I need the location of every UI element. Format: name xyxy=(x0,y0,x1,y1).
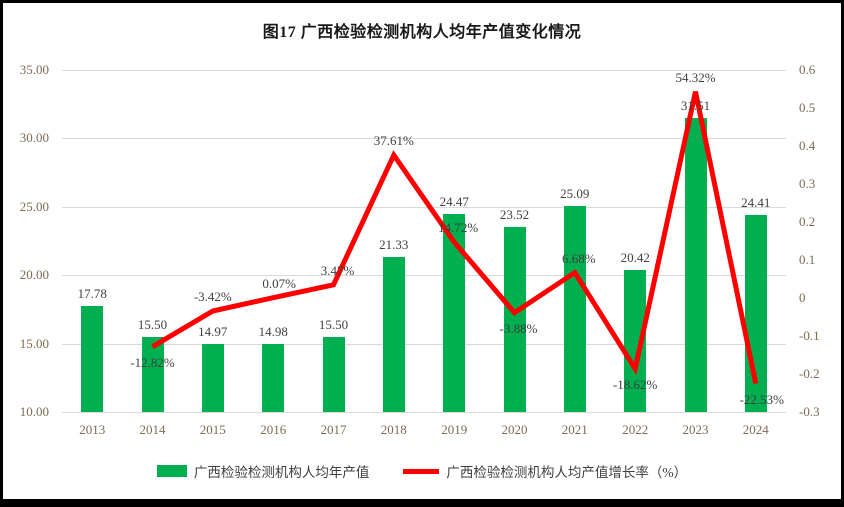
line-value-label: 54.32% xyxy=(675,69,716,85)
bar[interactable] xyxy=(201,344,224,412)
line-value-label: -22.53% xyxy=(739,391,785,407)
x-tick-label: 2021 xyxy=(561,422,588,437)
x-tick-label: 2023 xyxy=(682,422,709,437)
legend-bar-swatch-icon xyxy=(156,465,187,477)
y-tick-right-label: 0.4 xyxy=(799,138,816,153)
bar[interactable] xyxy=(141,336,164,412)
y-tick-right-label: 0.5 xyxy=(799,100,816,115)
y-tick-left-label: 25.00 xyxy=(19,198,49,214)
bar[interactable] xyxy=(382,257,405,412)
line-series xyxy=(151,91,759,385)
bar[interactable] xyxy=(503,227,526,412)
line-value-label: 3.47% xyxy=(320,262,355,278)
growth-rate-line[interactable] xyxy=(151,91,759,385)
x-tick-label: 2014 xyxy=(139,422,166,437)
y-tick-right-label: -0.2 xyxy=(799,366,820,381)
legend-item-line[interactable]: 广西检验检测机构人均产值增长率（%） xyxy=(403,461,687,481)
bar-value-label: 15.50 xyxy=(137,316,168,332)
gridline xyxy=(62,70,786,71)
y-tick-right-label: 0.3 xyxy=(799,176,816,191)
legend-item-label: 广西检验检测机构人均产值增长率（%） xyxy=(446,465,688,480)
bar-value-label: 14.97 xyxy=(198,324,228,339)
bar[interactable] xyxy=(624,269,647,412)
y-tick-right-label: 0.2 xyxy=(799,214,816,229)
bar-value-label: 23.52 xyxy=(499,207,530,222)
chart-title: 图17 广西检验检测机构人均年产值变化情况 xyxy=(262,24,582,41)
y-tick-right-label: -0.1 xyxy=(799,328,820,343)
gridline xyxy=(62,343,786,345)
bar-value-label: 24.41 xyxy=(741,194,771,210)
x-tick-label: 2017 xyxy=(320,422,347,437)
line-value-label: -12.82% xyxy=(130,354,175,370)
line-value-label: -3.42% xyxy=(193,289,232,304)
bar-value-label: 15.50 xyxy=(318,316,349,332)
bar[interactable] xyxy=(81,305,104,412)
bar-value-label: 17.78 xyxy=(77,285,107,301)
y-tick-left-label: 20.00 xyxy=(19,267,49,283)
y-tick-right-label: 0.1 xyxy=(799,252,816,267)
legend-item-bar[interactable]: 广西检验检测机构人均年产值 xyxy=(156,461,370,481)
line-value-label: -18.62% xyxy=(612,376,658,392)
chart-legend: 广西检验检测机构人均年产值 广西检验检测机构人均产值增长率（%） xyxy=(3,461,841,481)
x-tick-label: 2018 xyxy=(380,422,407,437)
bar-value-label: 20.42 xyxy=(620,249,650,265)
bar[interactable] xyxy=(322,336,345,412)
bar[interactable] xyxy=(443,214,466,412)
x-tick-label: 2013 xyxy=(79,422,106,437)
gridline xyxy=(62,275,786,277)
line-value-label: 6.68% xyxy=(562,250,596,266)
bar-value-label: 31.51 xyxy=(680,97,711,113)
y-tick-left-label: 15.00 xyxy=(19,335,49,351)
bar[interactable] xyxy=(262,343,285,412)
line-value-label: 0.07% xyxy=(262,275,296,291)
plot-area: 17.78 15.50 14.97 14.98 15.50 21.33 24.47 23.52… xyxy=(62,69,786,413)
x-tick-label: 2024 xyxy=(742,422,769,437)
gridline xyxy=(62,412,786,413)
bar[interactable] xyxy=(563,205,586,412)
bar-value-label: 24.47 xyxy=(439,194,469,210)
x-tick-label: 2019 xyxy=(441,422,468,437)
x-tick-label: 2020 xyxy=(501,422,528,437)
y-tick-left-label: 10.00 xyxy=(19,404,49,419)
bar-value-label: 14.98 xyxy=(258,323,288,339)
gridline xyxy=(62,206,786,208)
bar[interactable] xyxy=(684,117,707,412)
gridline xyxy=(62,138,786,140)
line-value-label: 14.72% xyxy=(438,220,479,236)
chart-frame: 图17 广西检验检测机构人均年产值变化情况 10.00 15.00 20.00 25.… xyxy=(3,3,841,499)
bar-value-label: 21.33 xyxy=(379,237,409,252)
legend-line-swatch-icon xyxy=(403,468,440,474)
y-tick-right-label: 0 xyxy=(799,290,806,305)
line-value-label: -3.88% xyxy=(499,320,538,336)
line-value-label: 37.61% xyxy=(373,133,414,149)
y-axis-right: -0.3 -0.2 -0.1 0 0.1 0.2 0.3 0.4 0.5 0.6 xyxy=(793,62,839,419)
y-tick-right-label: -0.3 xyxy=(799,404,820,419)
x-axis-labels: 2013 2014 2015 2016 2017 2018 2019 2020 2021 2022… xyxy=(62,416,786,444)
y-axis-left: 10.00 15.00 20.00 25.00 30.00 35.00 xyxy=(3,62,55,419)
bar-value-label: 25.09 xyxy=(560,185,590,201)
y-tick-left-label: 35.00 xyxy=(19,62,49,77)
legend-item-label: 广西检验检测机构人均年产值 xyxy=(193,465,370,480)
x-tick-label: 2016 xyxy=(260,422,287,437)
x-tick-label: 2015 xyxy=(199,422,226,437)
y-tick-left-label: 30.00 xyxy=(19,130,49,146)
x-tick-label: 2022 xyxy=(622,422,649,437)
y-tick-right-label: 0.6 xyxy=(799,62,816,77)
